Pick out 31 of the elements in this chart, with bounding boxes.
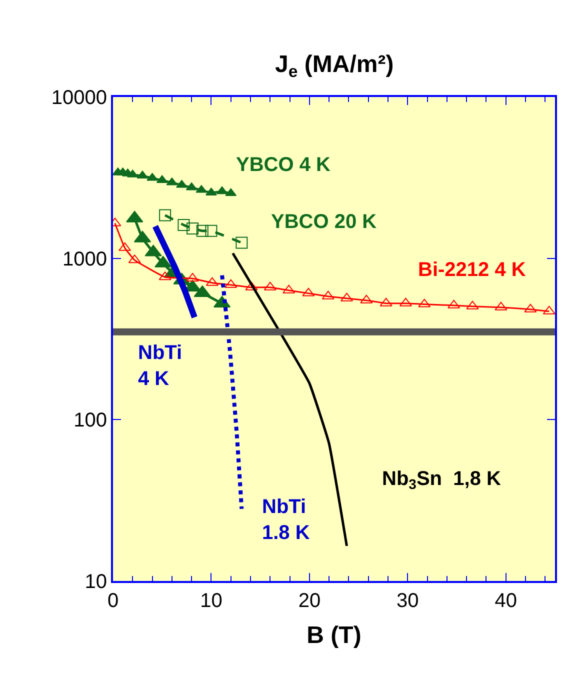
point	[236, 236, 248, 249]
point	[205, 224, 218, 237]
y-axis-title: J$_{e}$ (MA/m²)	[275, 51, 394, 82]
line-series	[220, 273, 244, 511]
series-label: NbTi 4 K	[138, 342, 182, 390]
y-tick-label: 10	[84, 571, 107, 593]
y-tick-label: 100	[74, 410, 107, 432]
series-label: YBCO 20 K	[271, 211, 378, 233]
x-tick-label: 30	[396, 590, 419, 612]
series-label: NbTi 1.8 K	[262, 496, 310, 544]
point	[542, 306, 555, 314]
point	[176, 180, 188, 188]
series-label: YBCO 4 K	[236, 154, 332, 176]
point	[196, 224, 208, 237]
x-tick-label: 20	[298, 590, 321, 612]
point	[186, 182, 198, 190]
series-label: Bi-2212 4 K	[418, 259, 526, 281]
point	[159, 209, 172, 222]
y-tick-label: 10000	[51, 87, 107, 109]
x-tick-label: 40	[494, 590, 518, 612]
point	[225, 188, 237, 196]
point	[146, 172, 158, 181]
point	[216, 186, 228, 194]
x-tick-label: 0	[107, 590, 119, 612]
point	[178, 218, 190, 231]
text: Nb$_{3}$Sn 1,8 K	[382, 468, 502, 492]
point	[186, 222, 199, 235]
line-series	[232, 252, 348, 548]
x-tick-label: 10	[200, 590, 222, 612]
x-axis-title: B (T)	[306, 622, 362, 649]
y-tick-label: 1000	[62, 248, 107, 270]
